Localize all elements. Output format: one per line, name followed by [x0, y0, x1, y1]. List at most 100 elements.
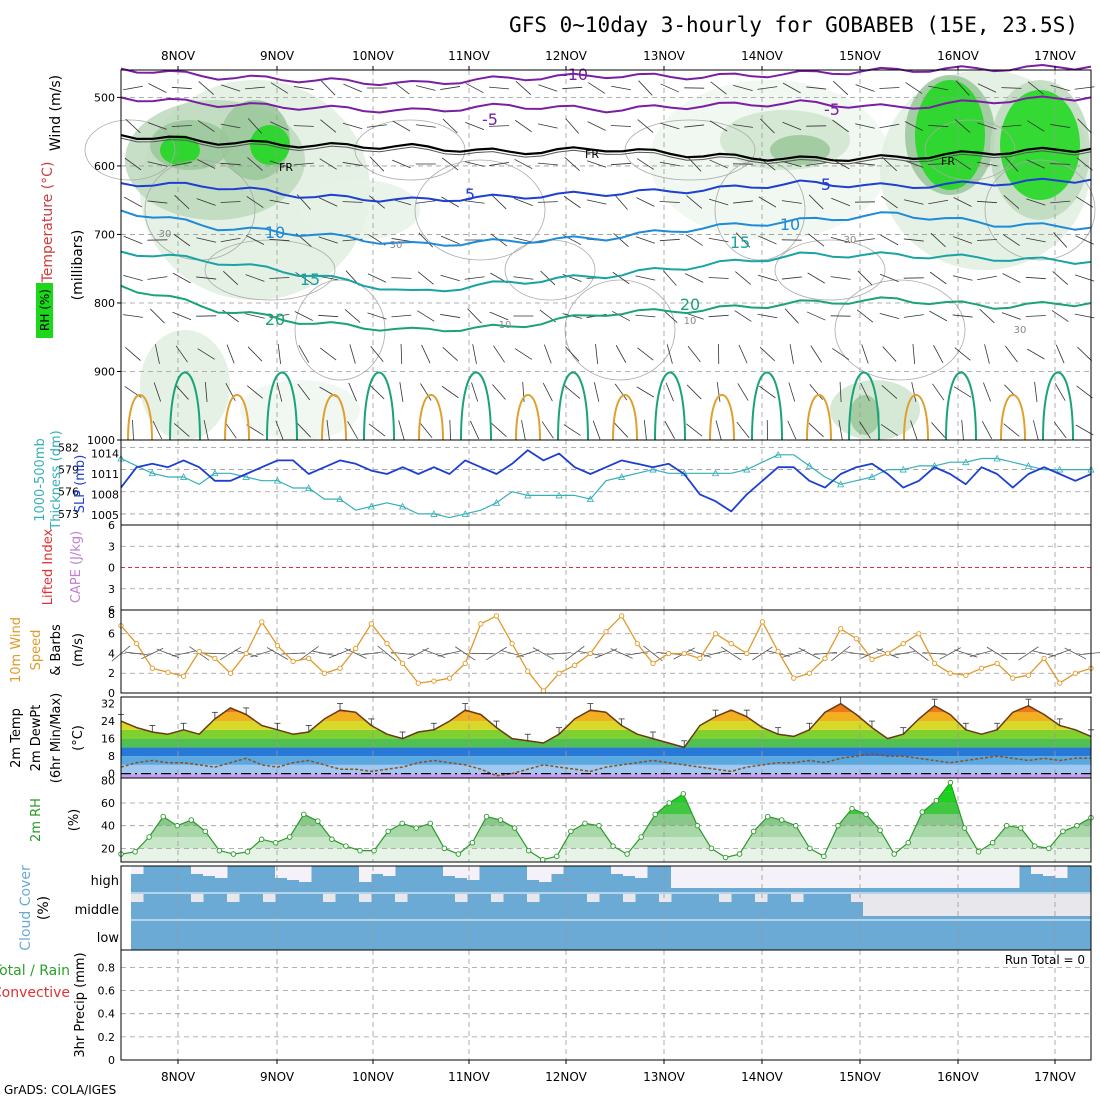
upper-barb — [686, 423, 703, 437]
wind-speed-point — [196, 648, 202, 655]
upper-barb — [421, 344, 431, 364]
rh2m-point — [497, 817, 504, 823]
upper-barb — [465, 82, 484, 94]
upper-barb — [928, 85, 949, 91]
upper-barb — [881, 156, 897, 172]
upper-barb — [932, 383, 945, 401]
upper-barb — [440, 235, 460, 245]
rh-shade-12 — [915, 80, 985, 190]
thickness-point — [993, 454, 1001, 462]
upper-barb — [270, 82, 289, 94]
lower-panels: 5735765795821005100810111014630360246808… — [58, 439, 1100, 1084]
upper-barb — [830, 237, 851, 243]
rh2m-point — [146, 834, 152, 840]
rh-contour-label: 10 — [684, 316, 697, 327]
temp-band-3 — [121, 747, 1091, 757]
teal-contour — [266, 371, 298, 441]
wind-speed-point — [133, 640, 140, 647]
surface-barb — [891, 650, 916, 656]
thickness-point — [524, 491, 532, 499]
isotherm-FR — [120, 134, 1092, 162]
rh2m-point — [947, 779, 954, 786]
surface-barb — [1064, 647, 1087, 660]
rh2m-point — [1032, 843, 1038, 849]
upper-barb — [537, 201, 558, 203]
upper-barb — [592, 420, 601, 440]
temp-band-5 — [121, 729, 1091, 739]
upper-barb — [587, 160, 607, 168]
wind-speed-point — [744, 650, 750, 657]
thickness-point — [179, 473, 188, 480]
cloud-mid-gap — [323, 894, 336, 902]
orange-contour — [806, 394, 832, 441]
wind-speed-point — [963, 672, 969, 678]
upper-barb — [1032, 420, 1039, 440]
precip-ytick-label: 0.8 — [98, 961, 116, 974]
cloud-high-gap — [443, 866, 456, 876]
rh-contour-label: 30 — [390, 240, 403, 251]
thickness-ytick-label: 573 — [58, 508, 79, 521]
upper-barb — [715, 420, 722, 440]
upper-barb — [810, 345, 822, 363]
cloud-high-gap — [863, 866, 876, 888]
upper-barb — [415, 200, 436, 204]
xtick-label-top: 14NOV — [741, 49, 783, 63]
upper-barb — [293, 125, 314, 127]
rh2m-point — [188, 817, 195, 823]
rh-ytick-label: 80 — [101, 774, 115, 787]
upper-barb — [398, 420, 405, 440]
upper-barb — [879, 273, 899, 283]
rh-contour-label: 10 — [499, 320, 512, 331]
upper-barb — [929, 310, 948, 322]
label-temp-4: (°C) — [71, 725, 86, 751]
rh-contour-label: 30 — [159, 229, 172, 240]
upper-ytick-label: 800 — [94, 297, 115, 310]
upper-barb — [708, 237, 729, 243]
cloud-mid-gap — [923, 894, 936, 916]
upper-barb — [881, 195, 898, 209]
upper-barb — [147, 200, 168, 204]
surface-barb — [171, 650, 196, 657]
upper-barb — [293, 86, 314, 90]
upper-barb — [1053, 232, 1068, 248]
upper-barb — [662, 270, 677, 286]
upper-barb — [808, 194, 824, 210]
upper-barb — [196, 237, 217, 243]
teal-contour — [363, 371, 395, 441]
orange-contour — [709, 394, 735, 441]
upper-barb — [861, 344, 869, 364]
wind-speed-point — [822, 655, 828, 662]
cloud-high-gap — [695, 866, 708, 888]
upper-barb — [659, 201, 680, 203]
cloud-high-gap — [1031, 866, 1044, 874]
upper-barb — [123, 235, 143, 245]
upper-barb — [1002, 273, 1021, 283]
cloud-high-gap — [275, 866, 288, 878]
rh2m-point — [933, 797, 940, 804]
wind-speed-point — [838, 626, 844, 632]
upper-barb — [220, 237, 241, 243]
upper-barb — [488, 125, 510, 127]
upper-barb — [513, 276, 534, 280]
upper-barb — [881, 385, 898, 399]
upper-barb — [277, 344, 282, 364]
upper-barb — [643, 420, 647, 440]
cloud-high-gap — [299, 866, 312, 882]
upper-barb — [220, 123, 241, 129]
rh-contour-0 — [84, 119, 176, 181]
upper-barb — [245, 274, 265, 282]
surface-barb — [220, 646, 242, 660]
surface-barb — [1032, 650, 1056, 657]
cloud-mid-gap — [359, 894, 372, 902]
upper-barb — [636, 197, 655, 207]
upper-barb — [367, 124, 387, 128]
wind-speed-point — [869, 656, 875, 663]
upper-barb — [686, 384, 702, 400]
rh2m-point — [357, 847, 363, 854]
upper-barb — [489, 162, 509, 166]
upper-barb — [245, 313, 265, 319]
upper-barb — [664, 421, 675, 439]
label-slp: SLP (mb) — [73, 455, 88, 514]
upper-barb — [614, 194, 628, 210]
upper-barb — [1075, 424, 1094, 436]
